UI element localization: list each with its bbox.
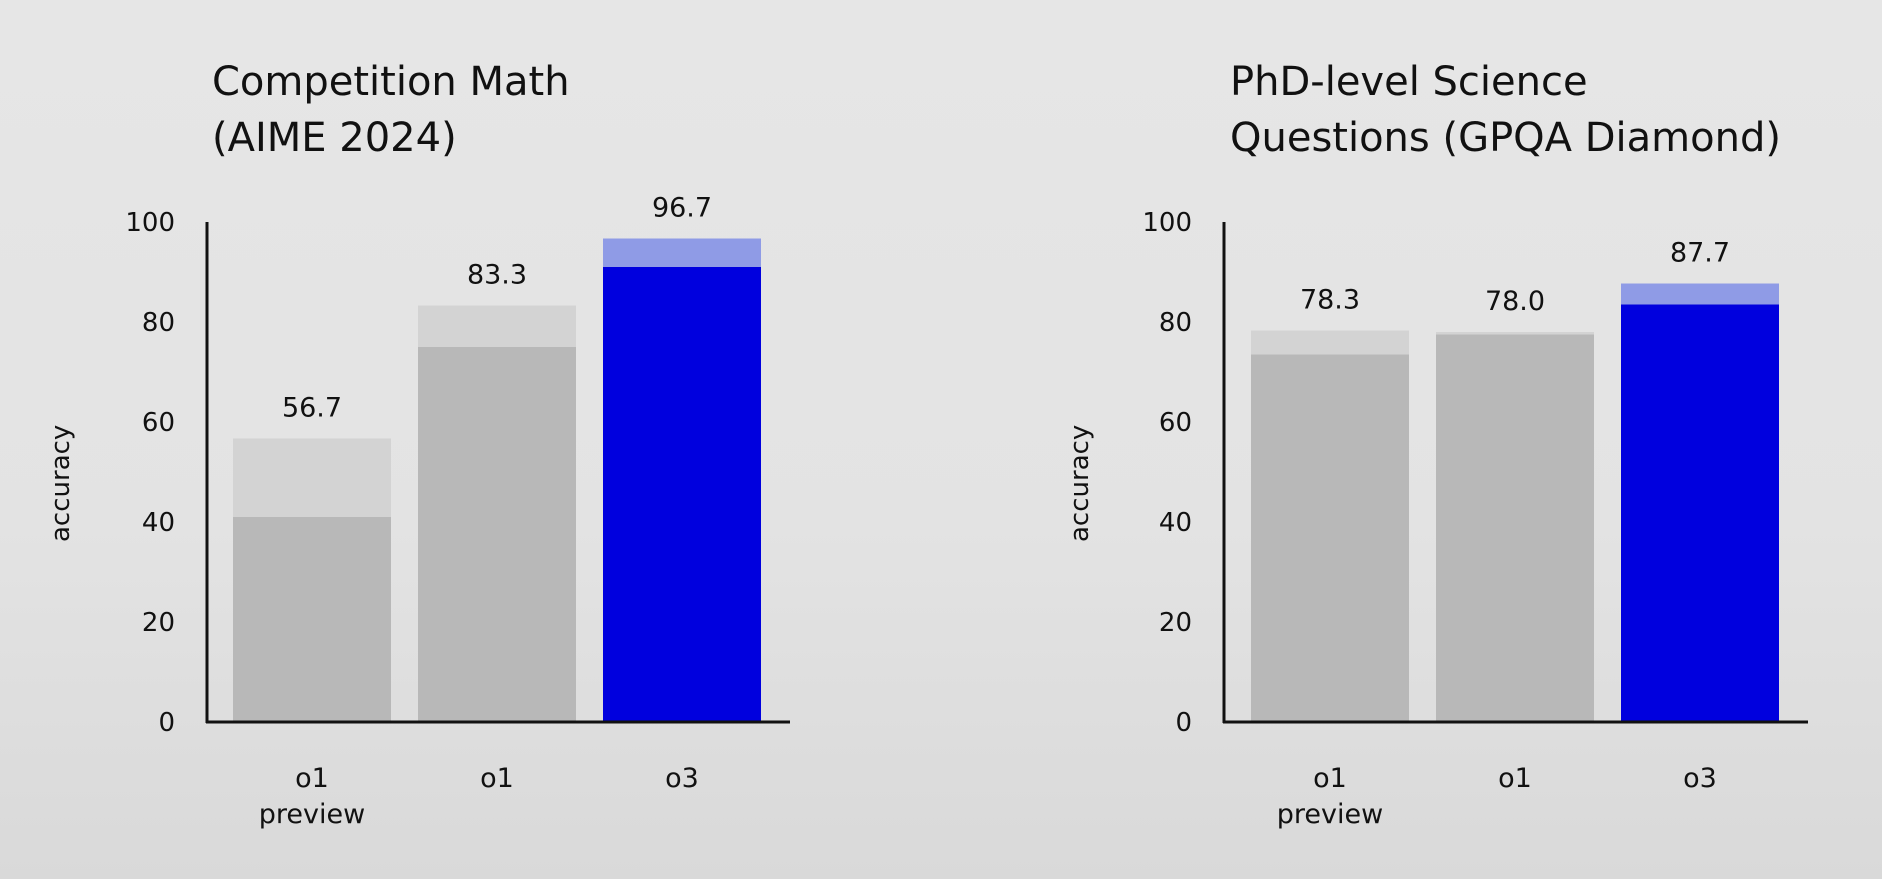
y-tick-label: 60 (142, 408, 175, 438)
bar-upper-segment (603, 238, 761, 267)
bar-value-label: 78.0 (1485, 286, 1545, 317)
category-label: o1 (480, 763, 514, 794)
y-tick-label: 100 (125, 208, 175, 238)
bar-base-segment (1251, 354, 1409, 721)
bar-upper-segment (233, 438, 391, 517)
y-tick-label: 60 (1159, 408, 1192, 438)
bar-upper-segment (1251, 330, 1409, 355)
bar-value-label: 56.7 (282, 393, 342, 424)
bar-base-segment (418, 347, 576, 721)
y-tick-label: 0 (158, 708, 175, 738)
bar-upper-segment (418, 305, 576, 347)
bar-value-label: 96.7 (652, 193, 712, 224)
y-tick-label: 20 (1159, 608, 1192, 638)
bar-base-segment (1436, 334, 1594, 721)
chart-title-aime: Competition Math (AIME 2024) (212, 59, 570, 161)
y-tick-label: 0 (1175, 708, 1192, 738)
bar-base-segment (1621, 304, 1779, 721)
chart-title-gpqa: PhD-level Science Questions (GPQA Diamon… (1230, 59, 1781, 161)
bar-value-label: 83.3 (467, 260, 527, 291)
y-tick-label: 80 (1159, 308, 1192, 338)
y-tick-label: 40 (142, 508, 175, 538)
category-label: o3 (1683, 763, 1717, 794)
y-tick-label: 100 (1142, 208, 1192, 238)
bar-value-label: 87.7 (1670, 238, 1730, 269)
y-tick-label: 40 (1159, 508, 1192, 538)
y-tick-label: 80 (142, 308, 175, 338)
bar-value-label: 78.3 (1300, 285, 1360, 316)
category-label: o3 (665, 763, 699, 794)
bar-upper-segment (1621, 283, 1779, 305)
category-label: o1 preview (259, 763, 365, 830)
y-tick-label: 20 (142, 608, 175, 638)
bar-base-segment (603, 267, 761, 721)
bar-upper-segment (1436, 332, 1594, 335)
category-label: o1 (1498, 763, 1532, 794)
bar-base-segment (233, 517, 391, 721)
category-label: o1 preview (1277, 763, 1383, 830)
